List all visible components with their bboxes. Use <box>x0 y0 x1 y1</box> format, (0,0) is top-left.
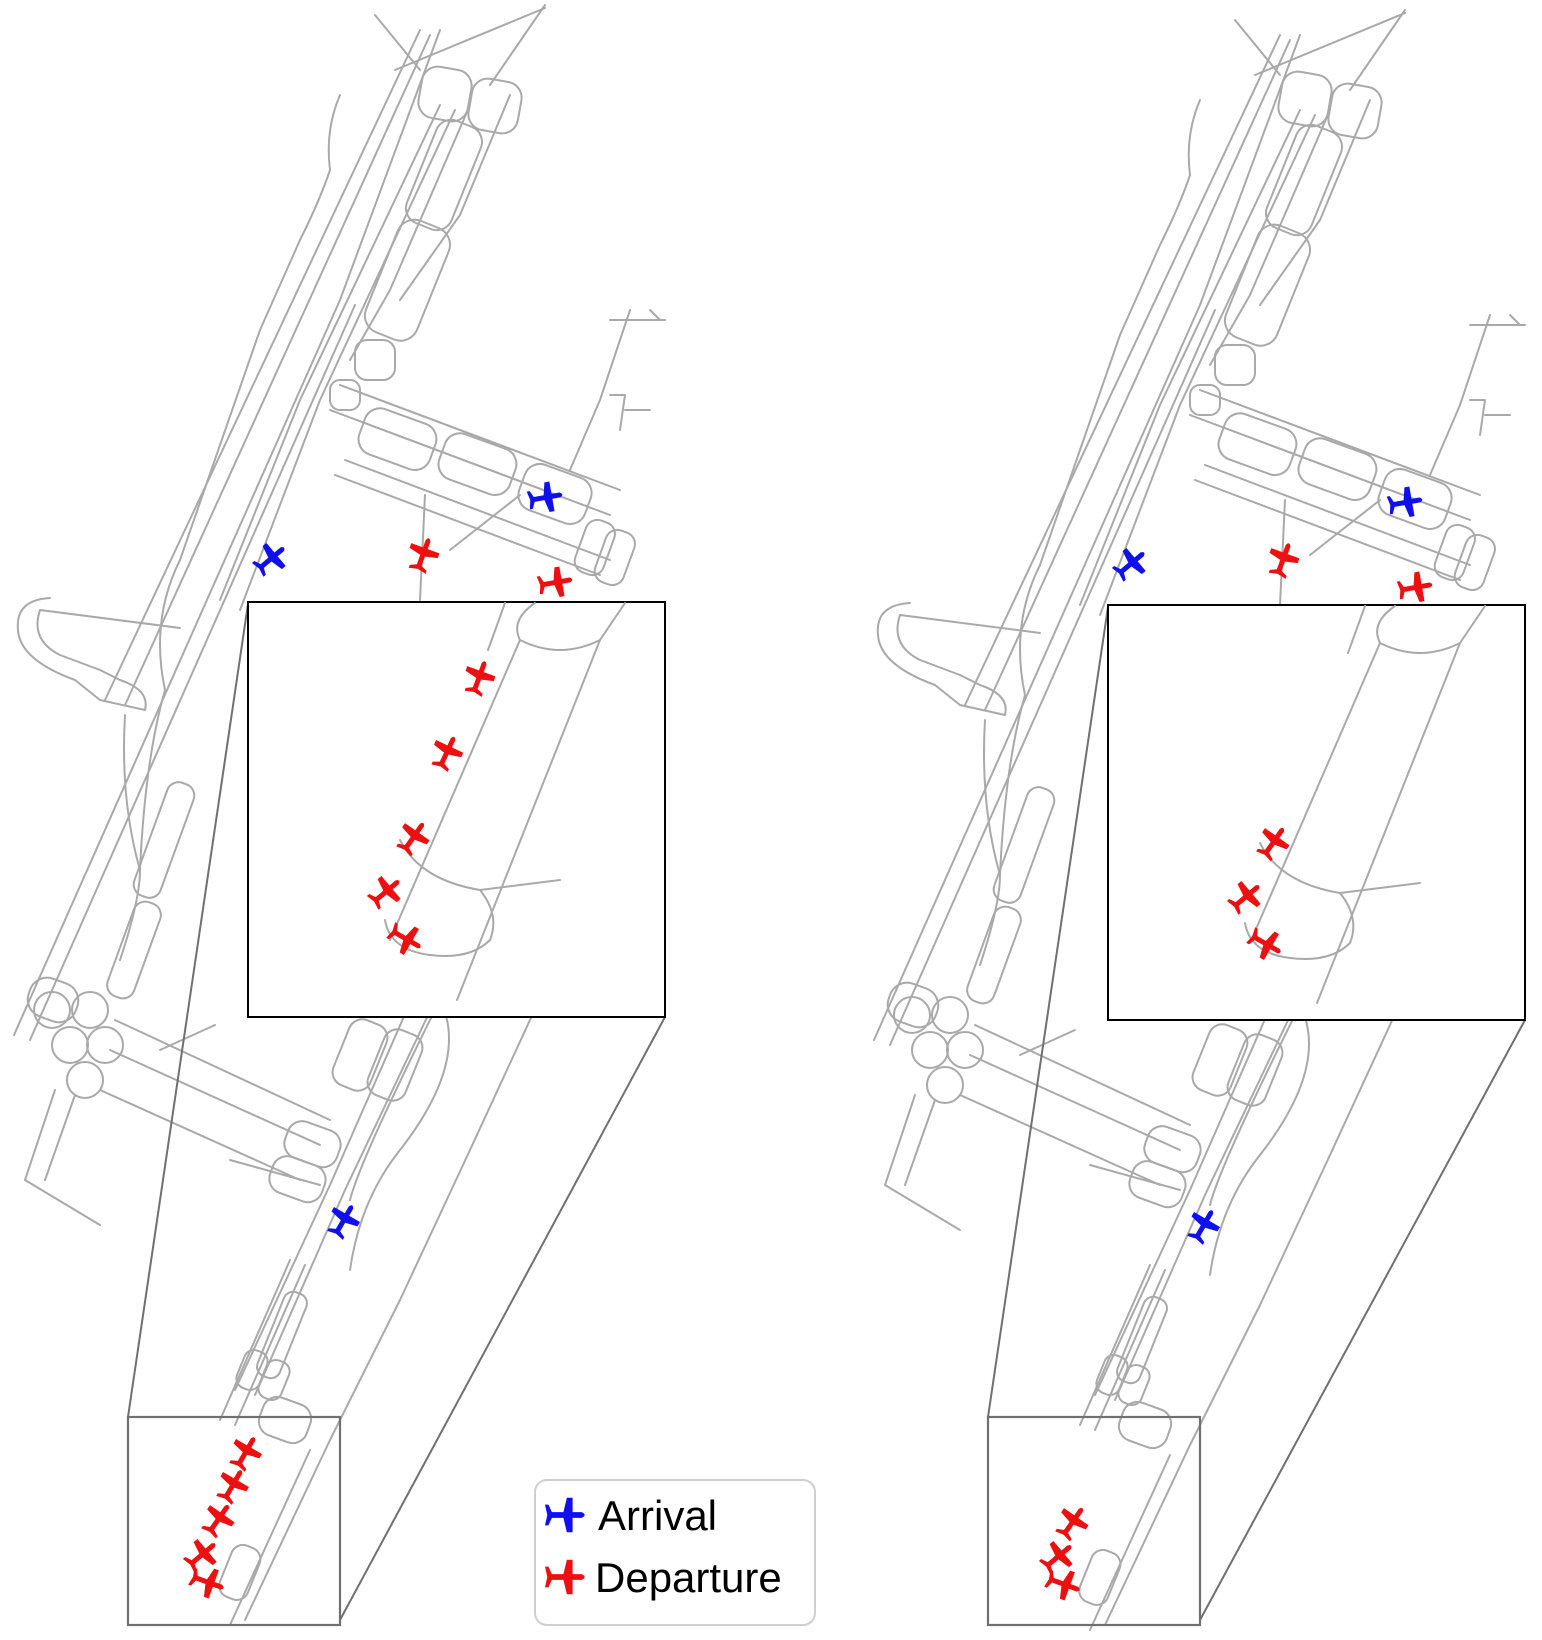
arrival-airplane-icon <box>1108 541 1154 587</box>
legend-label-departure: Departure <box>595 1554 782 1601</box>
zoom-connector-line <box>1199 1019 1526 1621</box>
departure-airplane-icon <box>1050 1499 1095 1545</box>
zoom-source-box <box>986 1415 1202 1627</box>
legend-entry-departure: Departure <box>545 1554 782 1601</box>
arrival-airplane-icon <box>248 536 294 582</box>
zoom-connector-line <box>987 606 1109 1418</box>
departure-airplane-icon <box>535 564 575 601</box>
left-panel <box>13 4 666 1627</box>
zoom-connector-line <box>339 1016 666 1621</box>
arrival-airplane-icon <box>322 1197 366 1243</box>
arrival-airplane-icon <box>1182 1202 1226 1248</box>
right-panel <box>873 9 1526 1631</box>
zoom-source-box <box>126 1415 342 1627</box>
legend: Arrival Departure <box>534 1479 816 1626</box>
legend-frame <box>534 1479 816 1626</box>
departure-airplane-icon <box>196 1496 241 1542</box>
legend-label-arrival: Arrival <box>598 1492 717 1539</box>
departure-airplane-icon <box>211 1462 255 1508</box>
departure-airplane-icon <box>1395 569 1435 606</box>
legend-entry-arrival: Arrival <box>545 1492 717 1539</box>
zoom-inset <box>1107 604 1526 1021</box>
zoom-connector-line <box>127 603 249 1418</box>
zoom-inset <box>247 601 666 1018</box>
departure-airplane-icon <box>224 1429 268 1475</box>
